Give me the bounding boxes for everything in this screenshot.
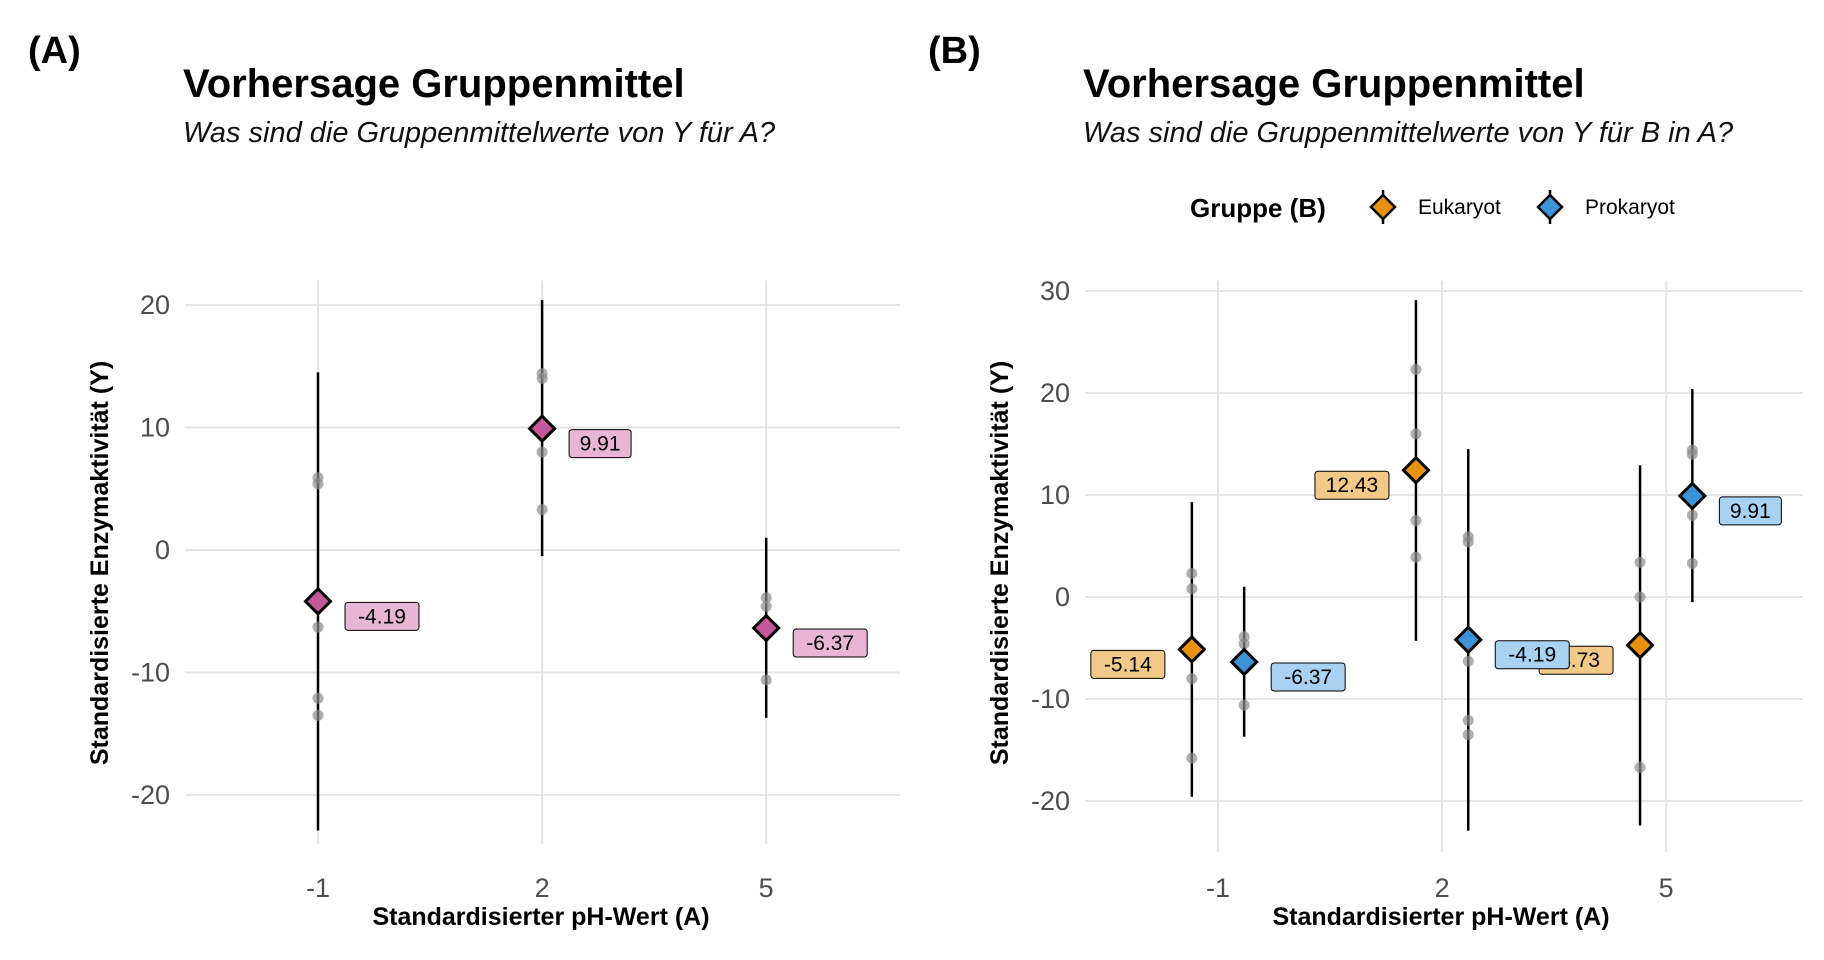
- panel-b-y-tick-2: 0: [1055, 582, 1070, 612]
- panel-a-1-label-box: [568, 429, 632, 459]
- panel-a-0-label-box: [344, 601, 420, 631]
- panel-b-prokaryot-1-observation-2: [1462, 655, 1474, 667]
- panel-b-prokaryot-2-observation-3: [1686, 557, 1698, 569]
- panel-a-x-tick-1: 2: [535, 873, 550, 903]
- panel-b-eukaryot-1-label: 12.43: [1326, 474, 1379, 497]
- panel-b-subtitle: Was sind die Gruppenmittelwerte von Y fü…: [1083, 117, 1734, 149]
- panel-b-eukaryot-0-label: -5.14: [1104, 653, 1152, 676]
- panel-b-x-tick-2: 5: [1659, 873, 1674, 903]
- panel-b-y-tick-3: 10: [1040, 480, 1070, 510]
- legend: Gruppe (B) Eukaryot Prokaryot: [1190, 190, 1675, 224]
- panel-a-marks: -4.19 9.91 -6.37: [303, 300, 868, 831]
- panel-a-2-label-box: [792, 628, 868, 658]
- panel-b-prokaryot-0-observation-2: [1238, 699, 1250, 711]
- legend-title: Gruppe (B): [1190, 193, 1326, 223]
- panel-b-eukaryot-0-label-box: [1090, 649, 1166, 679]
- panel-b-eukaryot-1-observation-0: [1410, 364, 1422, 376]
- panel-a-y-tick-4: 20: [140, 290, 170, 320]
- panel-a-y-tick-1: -10: [131, 658, 170, 688]
- panel-a-1-observation-2: [536, 446, 548, 458]
- panel-a-1-mean-point: [527, 413, 557, 444]
- panel-a-x-axis-title: Standardisierter pH-Wert (A): [372, 903, 709, 931]
- panel-b-y-tick-4: 20: [1040, 378, 1070, 408]
- legend-item-eukaryot: Eukaryot: [1369, 190, 1501, 224]
- panel-b-x-tick-0: -1: [1206, 873, 1230, 903]
- panel-a-2-observation-0: [760, 592, 772, 604]
- legend-prokaryot-diamond: [1536, 193, 1564, 221]
- panel-b-eukaryot-2-mean-point: [1625, 630, 1655, 660]
- panel-b-prokaryot-2-mean-point: [1677, 481, 1707, 511]
- panel-a-ticks: -20 -10 0 10 20 -1 2 5: [131, 290, 774, 903]
- panel-b-prokaryot-0-mean-point: [1229, 647, 1259, 677]
- panel-b-eukaryot-0-observation-1: [1186, 583, 1198, 595]
- panel-b-eukaryot-2-observation-0: [1634, 556, 1646, 568]
- panel-a-subtitle: Was sind die Gruppenmittelwerte von Y fü…: [183, 117, 776, 149]
- panel-b-prokaryot-1-observation-3: [1462, 714, 1474, 726]
- panel-b-title: Vorhersage Gruppenmittel: [1083, 62, 1585, 106]
- panel-b-eukaryot-0-observation-2: [1186, 673, 1198, 685]
- panel-a-2-observation-2: [760, 674, 772, 686]
- panel-b-prokaryot-1-mean-point: [1453, 625, 1483, 655]
- panel-a-1-observation-1: [536, 373, 548, 384]
- panel-b-tag: (B): [928, 30, 981, 72]
- panel-a-y-tick-0: -20: [131, 780, 170, 810]
- panel-b-x-tick-1: 2: [1435, 873, 1450, 903]
- panel-b-eukaryot-1-mean-point: [1401, 455, 1431, 485]
- panel-a-2-mean-point: [751, 613, 781, 643]
- panel-b-eukaryot-0-observation-0: [1186, 568, 1198, 580]
- panel-b-prokaryot-1-label: -4.19: [1508, 644, 1556, 667]
- panel-a-0-observation-4: [312, 709, 324, 721]
- panel-a-plot: -4.19 9.91 -6.37 -20 -10 0 10 20 -1 2 5 Standardi…: [86, 280, 900, 931]
- panel-a-y-axis-title: Standardisierte Enzymaktivität (Y): [86, 361, 114, 765]
- panel-b-y-tick-0: -20: [1031, 786, 1070, 816]
- panel-b-prokaryot-1-label-box: [1494, 640, 1570, 670]
- panel-a-title: Vorhersage Gruppenmittel: [183, 62, 685, 106]
- panel-a-2-observation-1: [760, 600, 772, 612]
- panel-a-0-label: -4.19: [358, 605, 406, 628]
- legend-item-prokaryot: Prokaryot: [1536, 190, 1675, 224]
- panel-b-prokaryot-1-observation-4: [1462, 729, 1474, 741]
- panel-b-prokaryot-1-observation-1: [1462, 536, 1474, 548]
- panel-b-eukaryot-1-observation-3: [1410, 551, 1422, 563]
- panel-b-y-tick-1: -10: [1031, 684, 1070, 714]
- panel-b-eukaryot-2-observation-1: [1634, 591, 1646, 603]
- panel-b-eukaryot-0-mean-point: [1177, 634, 1207, 665]
- panel-b-eukaryot-0-observation-3: [1186, 752, 1198, 764]
- panel-b-y-axis-title: Standardisierte Enzymaktivität (Y): [986, 361, 1014, 765]
- panel-b-prokaryot-0-label: -6.37: [1284, 666, 1332, 689]
- panel-a-x-tick-0: -1: [306, 873, 330, 903]
- panel-a-2-label: -6.37: [806, 632, 854, 655]
- panel-a-x-tick-2: 5: [759, 873, 774, 903]
- panel-a-tag: (A): [28, 30, 81, 72]
- panel-a-1-label: 9.91: [580, 433, 621, 456]
- panel-b-ticks: -20 -10 0 10 20 30 -1 2 5: [1031, 276, 1674, 903]
- panel-b-prokaryot-2-label: 9.91: [1730, 500, 1771, 523]
- legend-prokaryot-label: Prokaryot: [1585, 196, 1675, 219]
- panel-a-0-observation-2: [312, 621, 324, 633]
- legend-eukaryot-diamond: [1369, 193, 1397, 221]
- panel-a-1-observation-3: [536, 504, 548, 516]
- panel-a-0-observation-3: [312, 692, 324, 704]
- panel-a-y-tick-3: 10: [140, 413, 170, 443]
- panel-b-prokaryot-2-label-box: [1718, 496, 1782, 526]
- panel-b-eukaryot-1-observation-2: [1410, 515, 1422, 526]
- panel-a-0-mean-point: [303, 586, 333, 616]
- panel-a-0-observation-1: [312, 478, 324, 490]
- panel-b-eukaryot-2-observation-2: [1634, 761, 1646, 773]
- panel-a-y-tick-2: 0: [155, 535, 170, 565]
- panel-b-y-tick-5: 30: [1040, 276, 1070, 306]
- panel-b-eukaryot-1-observation-1: [1410, 428, 1422, 440]
- panel-b-x-axis-title: Standardisierter pH-Wert (A): [1272, 903, 1609, 931]
- panel-b-prokaryot-2-observation-1: [1686, 448, 1698, 460]
- panel-b-prokaryot-0-label-box: [1270, 662, 1346, 692]
- panel-b-prokaryot-2-observation-2: [1686, 509, 1698, 521]
- panel-b-eukaryot-1-label-box: [1314, 470, 1390, 500]
- panel-b-prokaryot-0-observation-1: [1238, 638, 1250, 650]
- legend-eukaryot-label: Eukaryot: [1418, 196, 1501, 219]
